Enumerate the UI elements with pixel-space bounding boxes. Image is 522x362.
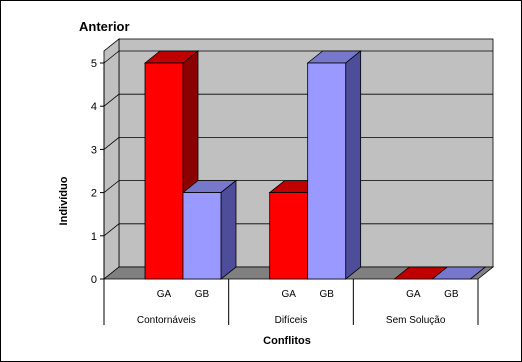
bar-front-Contornáveis-GA [144, 62, 184, 280]
gridline-3 [103, 136, 493, 150]
x-tick-label-Contornáveis-GA: GA [157, 289, 172, 300]
x-group-label-1: Difíceis [275, 315, 308, 326]
y-tick-label-3: 3 [91, 144, 97, 156]
x-tick-label-Difíceis-GB: GB [319, 289, 334, 300]
bar-front-Difíceis-GA [269, 192, 309, 280]
y-axis-title: Indivíduo [58, 176, 70, 225]
y-tick-label-2: 2 [91, 188, 97, 200]
bar-Sem Solução-GB [431, 266, 487, 280]
gridline-5 [103, 50, 493, 64]
bar-front-Difíceis-GB [307, 62, 347, 280]
y-tick-label-0: 0 [91, 274, 97, 286]
bar-front-Contornáveis-GB [182, 192, 222, 280]
y-tick-label-4: 4 [91, 101, 97, 113]
bar-Contornáveis-GB [181, 179, 238, 280]
x-tick-label-Difíceis-GA: GA [281, 289, 296, 300]
x-tick-label-Sem Solução-GB: GB [444, 289, 459, 300]
x-tick-label-Contornáveis-GB: GB [195, 289, 210, 300]
gridline-2 [103, 180, 493, 193]
x-axis-title: Conflitos [263, 335, 311, 347]
x-group-label-0: Contornáveis [137, 315, 196, 326]
x-group-label-2: Sem Solução [386, 315, 446, 326]
bar-side-Sem Solução-GB [470, 266, 486, 280]
chart-title: Anterior [79, 19, 130, 34]
plot-side-wall [103, 38, 120, 280]
y-tick-label-1: 1 [91, 231, 97, 243]
x-tick-label-Sem Solução-GA: GA [406, 289, 421, 300]
gridline-4 [103, 93, 493, 107]
gridline-1 [103, 223, 493, 237]
bar-side-Difíceis-GB [345, 50, 362, 280]
y-tick-label-5: 5 [91, 58, 97, 70]
bar-Difíceis-GB [306, 50, 362, 280]
bar-side-Contornáveis-GB [220, 179, 237, 280]
